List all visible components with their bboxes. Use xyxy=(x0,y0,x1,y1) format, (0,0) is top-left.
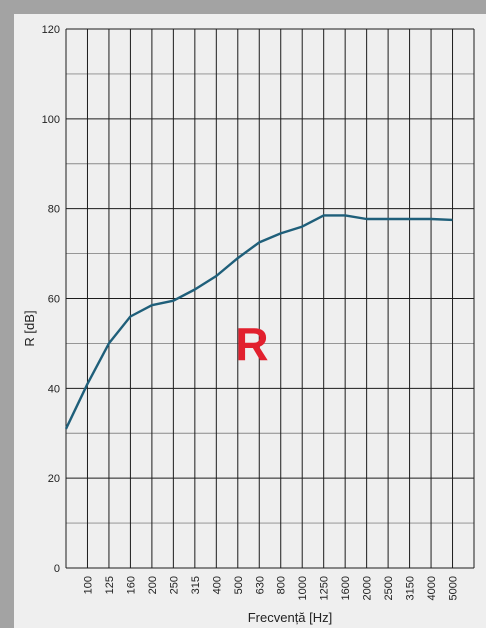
y-tick-label: 80 xyxy=(48,204,60,216)
x-tick-label: 630 xyxy=(254,576,266,594)
x-tick-label: 4000 xyxy=(426,576,438,600)
y-tick-label: 60 xyxy=(48,294,60,306)
x-tick-label: 2000 xyxy=(362,576,374,600)
x-tick-label: 250 xyxy=(168,576,180,594)
x-tick-label: 1250 xyxy=(319,576,331,600)
x-tick-label: 1600 xyxy=(340,576,352,600)
x-tick-label: 100 xyxy=(82,576,94,594)
x-tick-label: 125 xyxy=(104,576,116,594)
x-tick-label: 5000 xyxy=(448,576,460,600)
x-tick-label: 800 xyxy=(276,576,288,594)
x-tick-label: 3150 xyxy=(405,576,417,600)
series-line xyxy=(64,214,453,430)
x-tick-label: 500 xyxy=(233,576,245,594)
x-tick-label: 2500 xyxy=(383,576,395,600)
chart-container: 0 20 40 60 80 100 120 100 125 160 200 250 315 400 500… xyxy=(14,14,486,628)
x-axis-label: Frecvență [Hz] xyxy=(248,610,333,625)
sound-reduction-chart: 0 20 40 60 80 100 120 100 125 160 200 250 315 400 500… xyxy=(22,24,475,625)
y-tick-label: 0 xyxy=(54,563,60,575)
x-tick-label: 200 xyxy=(147,576,159,594)
x-tick-labels: 100 125 160 200 250 315 400 500 630 800 1000 1250 16… xyxy=(82,576,459,600)
y-tick-label: 40 xyxy=(48,383,60,395)
y-axis-label: R [dB] xyxy=(22,310,37,346)
x-tick-label: 400 xyxy=(211,576,223,594)
x-tick-label: 315 xyxy=(190,576,202,594)
grid xyxy=(65,28,475,569)
y-tick-label: 20 xyxy=(48,473,60,485)
series-line-layer xyxy=(64,214,453,430)
x-tick-label: 1000 xyxy=(297,576,309,600)
y-tick-label: 100 xyxy=(42,114,60,126)
y-tick-label: 120 xyxy=(42,24,60,36)
y-tick-labels: 0 20 40 60 80 100 120 xyxy=(42,24,60,575)
x-tick-label: 160 xyxy=(125,576,137,594)
annotation-label: R xyxy=(235,318,268,370)
